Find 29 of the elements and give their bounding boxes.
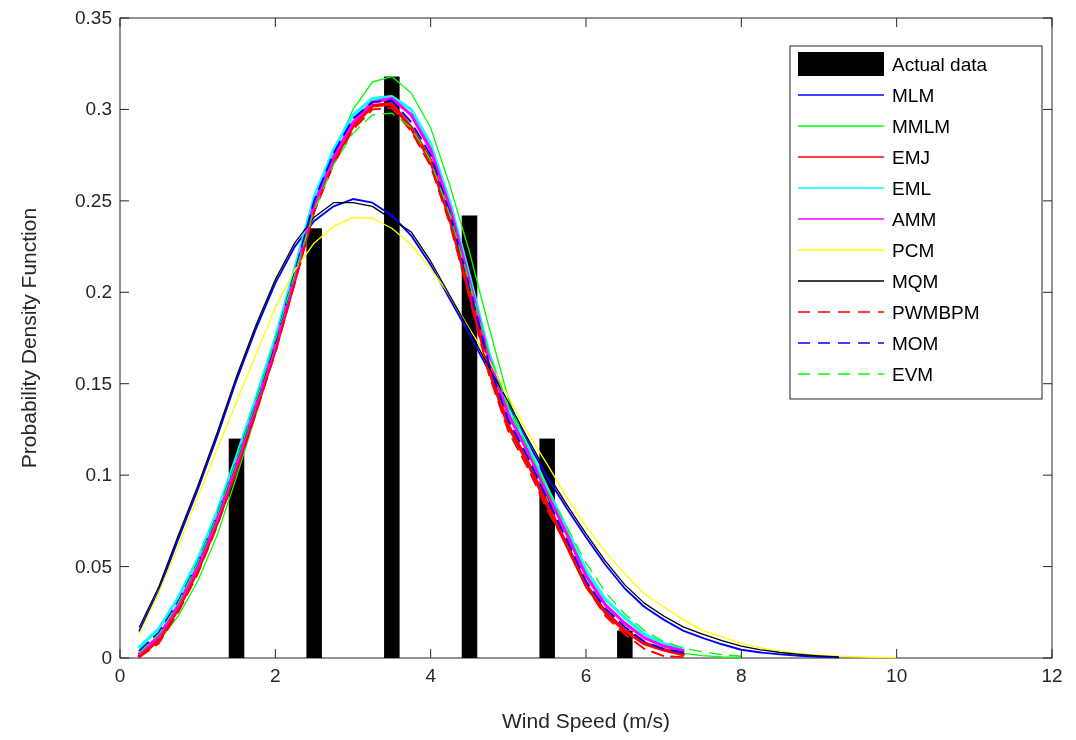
legend-label: PCM (892, 240, 935, 261)
legend-label: EVM (892, 364, 934, 385)
legend-label: EMJ (892, 147, 930, 168)
legend-label: MOM (892, 333, 939, 354)
legend-label: EML (892, 178, 932, 199)
legend-label: MQM (892, 271, 939, 292)
y-tick-label: 0.1 (85, 464, 112, 486)
legend-label: MMLM (892, 116, 951, 137)
x-tick-label: 8 (736, 665, 747, 686)
y-axis-title: Probability Density Function (17, 207, 40, 469)
legend-label: MLM (892, 85, 935, 106)
y-tick-label: 0.3 (85, 98, 112, 120)
y-tick-label: 0.2 (85, 281, 112, 303)
legend-label: Actual data (892, 54, 988, 75)
x-axis-title: Wind Speed (m/s) (501, 709, 671, 732)
bar (306, 228, 322, 658)
y-tick-label: 0.05 (75, 555, 112, 577)
y-tick-label: 0.15 (75, 372, 112, 394)
x-tick-label: 6 (580, 665, 592, 686)
y-tick-label: 0 (101, 647, 112, 668)
x-tick-label: 12 (1041, 665, 1063, 686)
x-tick-label: 10 (886, 665, 908, 686)
x-tick-label: 2 (270, 665, 281, 686)
y-tick-label: 0.35 (75, 7, 112, 28)
legend-label: AMM (892, 209, 937, 230)
x-tick-label: 4 (425, 665, 437, 686)
y-tick-label: 0.25 (75, 189, 112, 211)
x-tick-label: 0 (114, 665, 126, 686)
legend-label: PWMBPM (892, 302, 980, 323)
